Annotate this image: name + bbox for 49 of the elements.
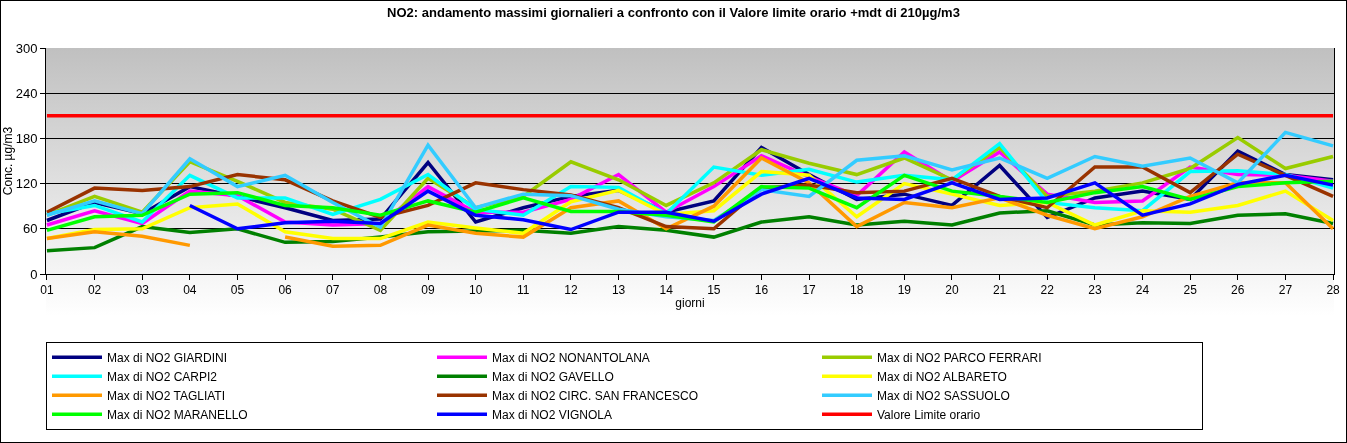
- x-tick-label: 16: [754, 283, 769, 298]
- x-tick-label: 14: [659, 283, 674, 298]
- x-tick-label: 25: [1183, 283, 1198, 298]
- x-tick-label: 02: [87, 283, 102, 298]
- legend-label: Max di NO2 SASSUOLO: [877, 388, 1010, 403]
- x-tick-label: 20: [945, 283, 959, 298]
- x-tick-label: 23: [1088, 283, 1102, 298]
- y-axis-title: Conc. µg/m3: [1, 126, 15, 196]
- legend-label: Max di NO2 ALBARETO: [877, 369, 1007, 384]
- x-tick-label: 17: [802, 283, 817, 298]
- y-tick-label: 180: [15, 130, 38, 146]
- x-tick-label: 21: [992, 283, 1007, 298]
- legend-label: Max di NO2 GAVELLO: [492, 369, 614, 384]
- x-tick-label: 13: [611, 283, 626, 298]
- x-tick-label: 10: [468, 283, 483, 298]
- y-tick-label: 240: [15, 85, 38, 101]
- legend-label: Max di NO2 GIARDINI: [107, 350, 228, 365]
- x-tick-label: 27: [1278, 283, 1293, 298]
- legend-label: Max di NO2 NONANTOLANA: [492, 350, 650, 365]
- x-tick-label: 12: [564, 283, 578, 298]
- y-tick-label: 120: [15, 176, 38, 192]
- legend-label: Max di NO2 CARPI2: [107, 369, 218, 384]
- legend-label: Max di NO2 CIRC. SAN FRANCESCO: [492, 388, 699, 403]
- x-axis-title: giorni: [675, 296, 705, 311]
- x-tick-label: 03: [135, 283, 150, 298]
- x-tick-label: 08: [373, 283, 388, 298]
- legend-label: Max di NO2 MARANELLO: [107, 407, 248, 422]
- x-tick-label: 11: [517, 283, 530, 298]
- x-tick-label: 09: [421, 283, 436, 298]
- x-tick-label: 19: [897, 283, 912, 298]
- chart-title: NO2: andamento massimi giornalieri a confronto con il Valore limite orario +mdt di 210µg/m3: [387, 4, 960, 20]
- x-tick-label: 07: [326, 283, 340, 298]
- x-tick-label: 01: [40, 283, 54, 298]
- x-tick-label: 18: [850, 283, 864, 298]
- legend-label: Max di NO2 TAGLIATI: [107, 388, 226, 403]
- y-tick-label: 300: [15, 40, 38, 56]
- y-tick-label: 0: [30, 266, 38, 282]
- legend-label: Max di NO2 VIGNOLA: [492, 407, 613, 422]
- x-tick-label: 15: [707, 283, 721, 298]
- legend-label: Valore Limite orario: [877, 407, 981, 422]
- y-tick-label: 60: [22, 221, 38, 237]
- x-tick-label: 06: [278, 283, 293, 298]
- x-tick-label: 26: [1231, 283, 1245, 298]
- x-tick-label: 04: [183, 283, 197, 298]
- x-tick-label: 05: [230, 283, 245, 298]
- x-tick-label: 22: [1040, 283, 1055, 298]
- legend-label: Max di NO2 PARCO FERRARI: [877, 350, 1042, 365]
- x-tick-label: 28: [1326, 283, 1341, 298]
- x-tick-label: 24: [1135, 283, 1150, 298]
